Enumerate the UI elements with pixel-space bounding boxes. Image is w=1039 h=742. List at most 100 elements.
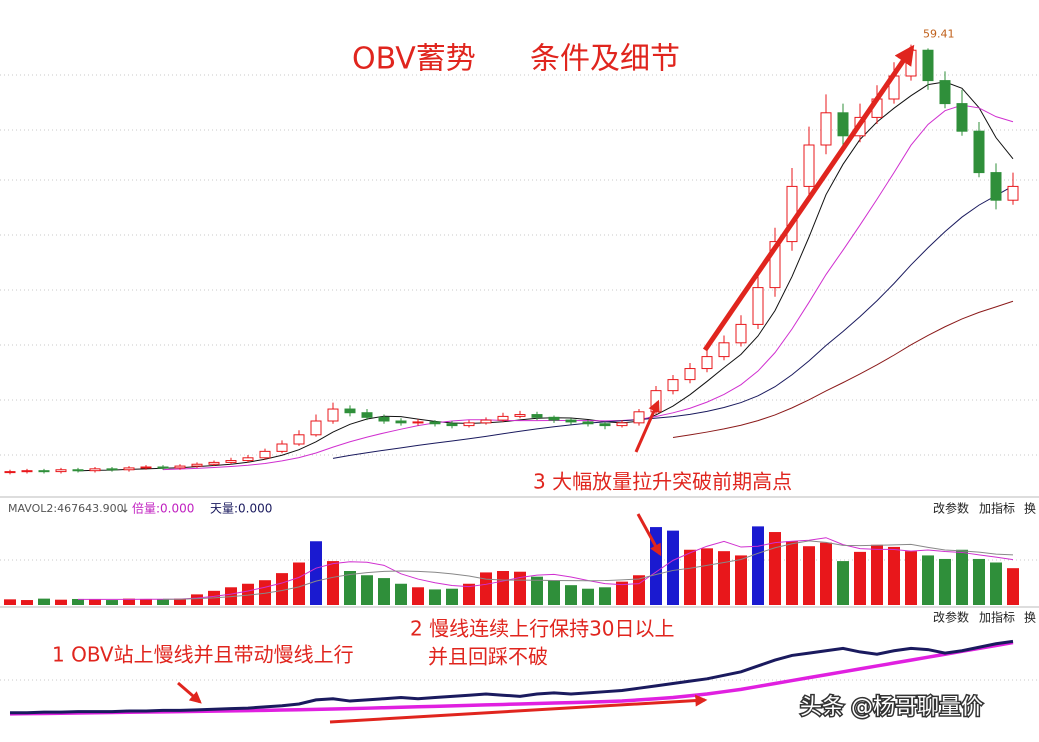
arrows	[177, 44, 915, 724]
volume-bar	[344, 571, 356, 605]
candle-body	[480, 419, 492, 424]
volume-bar	[174, 598, 186, 605]
candle-body	[803, 144, 815, 187]
volume-bar	[803, 546, 815, 605]
toolbar-button[interactable]: 加指标	[979, 501, 1015, 516]
candle-body	[599, 423, 611, 427]
volume-bar	[361, 575, 373, 605]
candle-body	[752, 287, 764, 325]
candle-body	[310, 420, 322, 436]
legend: MAVOL2:467643.900	[8, 502, 124, 515]
candle-body	[956, 103, 968, 132]
volume-bar	[1007, 568, 1019, 605]
candle-body	[276, 443, 288, 452]
candle-body	[633, 411, 645, 424]
candle-body	[344, 408, 356, 414]
annotation: 2 慢线连续上行保持30日以上	[410, 617, 675, 641]
candle-body	[72, 469, 84, 472]
title: OBV蓄势	[352, 42, 476, 77]
toolbar-button[interactable]: 换	[1024, 502, 1036, 516]
volume-bar	[735, 555, 747, 605]
volume-bar	[888, 546, 900, 605]
candle-body	[4, 471, 16, 474]
candle-body	[514, 414, 526, 417]
subtitle: 条件及细节	[530, 42, 680, 77]
volume-bar	[276, 573, 288, 605]
volume-bar	[905, 551, 917, 605]
candle-body	[157, 466, 169, 469]
candle-body	[684, 368, 696, 381]
candle-body	[548, 416, 560, 421]
volume-bar	[871, 544, 883, 605]
volume-bar	[327, 561, 339, 605]
volume-bar	[956, 549, 968, 605]
candle-body	[123, 467, 135, 471]
watermark: 头条 @杨哥聊量价	[800, 695, 983, 720]
volume-bar	[752, 526, 764, 605]
candle-body	[395, 420, 407, 424]
volume-bar	[922, 555, 934, 605]
candle-body	[973, 130, 985, 174]
volume-average	[78, 537, 1014, 600]
volume-bar	[38, 598, 50, 605]
volume-bar	[480, 572, 492, 605]
toolbar-button[interactable]: 改参数	[933, 501, 969, 516]
volume-bar	[242, 583, 254, 605]
candle-body	[718, 342, 730, 358]
volume-bar	[21, 600, 33, 605]
volume-bar	[582, 588, 594, 605]
candle-body	[293, 434, 305, 445]
legend: ↓	[120, 502, 130, 516]
volume-bar	[769, 532, 781, 605]
volume-bar	[106, 600, 118, 605]
volume-bar	[616, 581, 628, 605]
volume-bar	[667, 530, 679, 605]
volume-bar	[463, 583, 475, 605]
candle-body	[990, 172, 1002, 201]
volume-bar	[89, 599, 101, 605]
volume-bar	[123, 598, 135, 605]
candle-body	[327, 408, 339, 422]
volume-bar	[939, 558, 951, 605]
volume-bar	[72, 598, 84, 605]
candle-body	[701, 356, 713, 370]
candle-body	[837, 112, 849, 137]
candle-body	[922, 49, 934, 82]
candle-body	[38, 470, 50, 473]
candle-body	[497, 415, 509, 421]
candle-body	[174, 465, 186, 469]
volume-bar	[701, 548, 713, 605]
volume-bar	[633, 575, 645, 605]
candle-body	[89, 468, 101, 472]
volume-bar	[191, 594, 203, 605]
annotation: 并且回踩不破	[428, 645, 548, 669]
candle-body	[412, 421, 424, 424]
toolbar-button[interactable]: 换	[1024, 611, 1036, 625]
volume-bar	[378, 578, 390, 605]
moving-average	[77, 81, 1014, 472]
candle-body	[735, 323, 747, 344]
candle-body	[225, 460, 237, 463]
volume-bar	[718, 551, 730, 605]
candle-body	[55, 469, 67, 473]
volume-bar	[497, 571, 509, 605]
candle-body	[208, 461, 220, 465]
candle-body	[378, 416, 390, 422]
volume-bar	[599, 587, 611, 605]
volume-bar	[429, 589, 441, 605]
moving-average	[162, 104, 1014, 471]
volume-average	[162, 540, 1014, 600]
candle-body	[429, 421, 441, 425]
toolbar-button[interactable]: 加指标	[979, 610, 1015, 625]
volume-bar	[310, 541, 322, 605]
volume-bar	[4, 599, 16, 605]
volume-bar	[531, 576, 543, 605]
toolbar-button[interactable]: 改参数	[933, 610, 969, 625]
candle-body	[582, 421, 594, 425]
moving-average	[332, 185, 1014, 459]
candle-body	[361, 412, 373, 418]
candle-body	[769, 241, 781, 289]
volume-bar	[786, 541, 798, 605]
candle-body	[616, 422, 628, 427]
